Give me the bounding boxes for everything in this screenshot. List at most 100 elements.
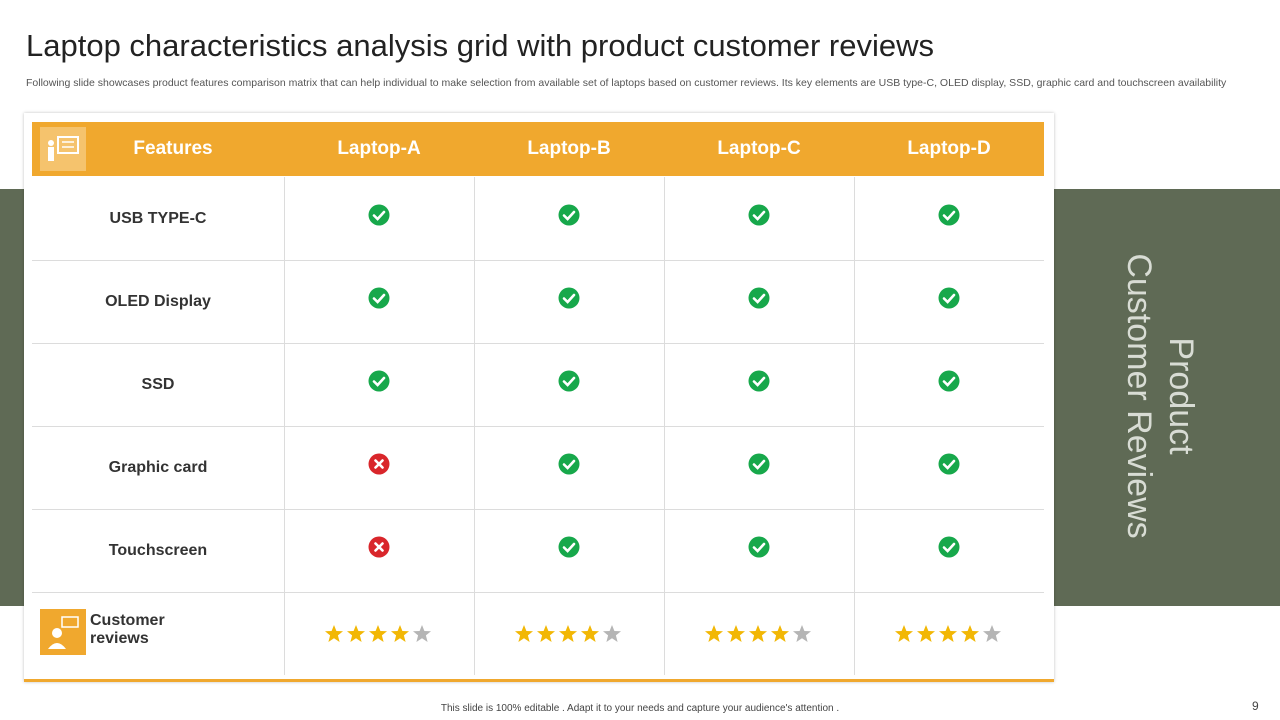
icon-body [48, 643, 66, 649]
icon-glyph [562, 210, 576, 221]
row-divider [32, 592, 1044, 593]
check-icon [938, 287, 960, 308]
check-icon [558, 287, 580, 308]
value-cell [854, 505, 1044, 588]
icon-glyph [752, 210, 766, 221]
icon-circle [558, 453, 580, 474]
icon-glyph [562, 542, 576, 553]
check-icon [748, 204, 770, 225]
check-icon [748, 370, 770, 391]
row-divider [32, 426, 1044, 427]
star [391, 624, 409, 642]
row-divider [32, 260, 1044, 261]
check-icon [558, 536, 580, 557]
feature-label: Touchscreen [108, 541, 208, 559]
star [749, 624, 767, 642]
header-cell: Laptop-C [717, 138, 801, 159]
star [727, 624, 745, 642]
icon-circle [748, 204, 770, 225]
icon-circle [938, 287, 960, 308]
value-cell [664, 505, 854, 588]
value-cell [474, 505, 664, 588]
row-divider [32, 343, 1044, 344]
feature-label: Graphic card [108, 458, 208, 476]
star [325, 624, 343, 642]
feature-label: USB TYPE-C [109, 209, 207, 227]
icon-circle [558, 370, 580, 391]
icon-circle [368, 287, 390, 308]
check-icon [938, 453, 960, 474]
star [895, 624, 913, 642]
rating-cell [284, 592, 474, 675]
star [603, 624, 621, 642]
table-header: Features Laptop-A Laptop-B Laptop-C Laptop-D [32, 122, 1044, 176]
icon-circle [368, 370, 390, 391]
star [917, 624, 935, 642]
value-cell [284, 256, 474, 339]
value-cell [284, 422, 474, 505]
check-icon [938, 204, 960, 225]
icon-glyph [372, 293, 386, 304]
icon-glyph [942, 376, 956, 387]
value-cell [474, 173, 664, 256]
check-icon [368, 370, 390, 391]
star [705, 624, 723, 642]
check-icon [558, 204, 580, 225]
icon-circle [558, 287, 580, 308]
reviews-icon [40, 609, 86, 655]
star [983, 624, 1001, 642]
star-rating [325, 624, 431, 642]
icon-glyph [942, 459, 956, 470]
star [581, 624, 599, 642]
icon-glyph [752, 376, 766, 387]
star [793, 624, 811, 642]
check-icon [748, 536, 770, 557]
feature-label: OLED Display [105, 292, 211, 310]
feature-label: SSD [141, 375, 175, 393]
value-cell [854, 339, 1044, 422]
value-cell [474, 256, 664, 339]
icon-circle [938, 204, 960, 225]
side-panel-line: Customer Reviews [1120, 253, 1158, 539]
check-icon [368, 287, 390, 308]
cross-icon [368, 536, 390, 557]
icon-glyph [752, 293, 766, 304]
icon-glyph [372, 210, 386, 221]
icon-glyph [942, 293, 956, 304]
icon-glyph [752, 459, 766, 470]
table-card: Features Laptop-A Laptop-B Laptop-C Laptop-D… [24, 113, 1054, 682]
value-cell [284, 339, 474, 422]
check-icon [748, 453, 770, 474]
side-panel-text: Product Customer Reviews [1118, 253, 1202, 538]
check-icon [938, 370, 960, 391]
value-cell [284, 505, 474, 588]
header-icon [40, 127, 86, 171]
icon-glyph [372, 376, 386, 387]
icon-circle [748, 453, 770, 474]
star-rating [705, 624, 811, 642]
icon-glyph [562, 293, 576, 304]
icon-circle [558, 204, 580, 225]
icon-circle [558, 536, 580, 557]
value-cell [284, 173, 474, 256]
star-rating [895, 624, 1001, 642]
icon-circle [748, 370, 770, 391]
star-rating [515, 624, 621, 642]
star [537, 624, 555, 642]
rating-cell [474, 592, 664, 675]
page-number: 9 [1252, 699, 1259, 713]
value-cell [664, 173, 854, 256]
value-cell [854, 173, 1044, 256]
header-cell: Laptop-D [907, 138, 991, 159]
icon-circle [938, 536, 960, 557]
star [771, 624, 789, 642]
icon-circle [748, 536, 770, 557]
star [413, 624, 431, 642]
footer: This slide is 100% editable . Adapt it t… [440, 703, 840, 714]
rating-cell [664, 592, 854, 675]
value-cell [474, 339, 664, 422]
icon-glyph [942, 210, 956, 221]
value-cell [664, 339, 854, 422]
header-cell: Features [133, 138, 213, 159]
